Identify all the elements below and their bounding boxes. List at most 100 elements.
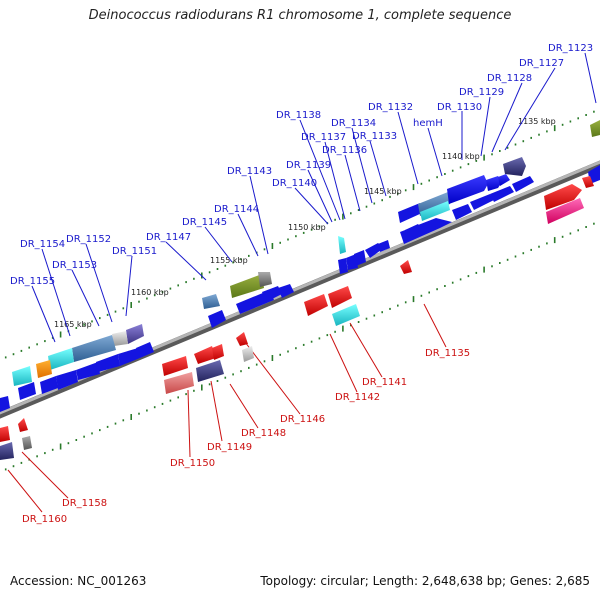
gene-DR_1160[interactable] bbox=[0, 442, 14, 460]
gene-label[interactable]: DR_1144 bbox=[214, 204, 259, 215]
gene-DR_1144[interactable] bbox=[258, 272, 272, 287]
gene-DR_1127[interactable] bbox=[503, 157, 526, 176]
gene-label[interactable]: DR_1136 bbox=[322, 145, 367, 156]
gene-DR_1123[interactable] bbox=[590, 120, 600, 137]
gene-DR_1146[interactable] bbox=[236, 332, 248, 346]
gene-label[interactable]: DR_1130 bbox=[437, 102, 482, 113]
gene-label[interactable]: DR_1123 bbox=[548, 43, 593, 54]
minor-tick bbox=[248, 254, 250, 257]
gene-label[interactable]: DR_1149 bbox=[207, 442, 252, 453]
minor-tick bbox=[36, 343, 38, 346]
gene-DR_1149[interactable] bbox=[196, 360, 224, 382]
gene-label[interactable]: DR_1152 bbox=[66, 234, 111, 245]
minor-tick bbox=[491, 153, 493, 156]
gene-DR_1153[interactable] bbox=[72, 335, 116, 362]
minor-tick bbox=[240, 370, 242, 373]
gene-DR_1141[interactable] bbox=[304, 294, 328, 316]
minor-tick bbox=[546, 242, 548, 245]
gene-label[interactable]: DR_1155 bbox=[10, 276, 55, 287]
gene-label[interactable]: DR_1127 bbox=[519, 58, 564, 69]
gene-label[interactable]: DR_1158 bbox=[62, 498, 107, 509]
gene-label[interactable]: DR_1137 bbox=[301, 132, 346, 143]
gene-DR_1152[interactable] bbox=[112, 331, 128, 346]
gene-DR_1148[interactable] bbox=[194, 346, 216, 364]
gene-DR_1132[interactable] bbox=[398, 203, 422, 223]
gene-DR_1129[interactable] bbox=[486, 176, 502, 191]
gene-DR_1128[interactable] bbox=[498, 174, 510, 186]
minor-tick bbox=[75, 327, 78, 329]
gene-red-1[interactable] bbox=[544, 184, 582, 210]
minor-tick bbox=[389, 195, 391, 198]
gene-label[interactable]: DR_1154 bbox=[20, 239, 65, 250]
minor-tick bbox=[538, 133, 540, 136]
gene-DR_1142[interactable] bbox=[328, 286, 352, 308]
minor-tick bbox=[255, 363, 258, 366]
minor-tick bbox=[146, 297, 148, 300]
minor-tick bbox=[114, 422, 117, 425]
minor-tick bbox=[538, 245, 540, 248]
gene-label[interactable]: DR_1160 bbox=[22, 514, 67, 525]
minor-tick bbox=[428, 179, 430, 182]
minor-tick bbox=[169, 399, 172, 402]
gene-label[interactable]: DR_1146 bbox=[280, 414, 325, 425]
gene-label[interactable]: DR_1128 bbox=[487, 73, 532, 84]
gene-label[interactable]: DR_1135 bbox=[425, 348, 470, 359]
gene-label[interactable]: DR_1153 bbox=[52, 260, 97, 271]
gene-DR_1135[interactable] bbox=[400, 260, 412, 274]
gene-DR_1137[interactable] bbox=[378, 240, 390, 252]
gene-label[interactable]: DR_1140 bbox=[272, 178, 317, 189]
gene-DR_1154[interactable] bbox=[48, 348, 74, 370]
minor-tick bbox=[357, 321, 360, 323]
minor-tick bbox=[577, 229, 579, 232]
gene-pink-1[interactable] bbox=[546, 198, 584, 224]
minor-tick bbox=[224, 376, 227, 379]
gene-label[interactable]: DR_1139 bbox=[286, 160, 331, 171]
minor-tick bbox=[161, 290, 164, 293]
gene-label[interactable]: DR_1151 bbox=[112, 246, 157, 257]
minor-tick bbox=[585, 226, 587, 228]
gene-DR_1143[interactable] bbox=[230, 274, 264, 298]
gene-label[interactable]: DR_1134 bbox=[331, 118, 376, 129]
minor-tick bbox=[467, 163, 470, 166]
minor-tick bbox=[232, 261, 234, 264]
gene-DR_1158[interactable] bbox=[22, 436, 32, 450]
gene-label[interactable]: DR_1133 bbox=[352, 131, 397, 142]
gene-label[interactable]: DR_1141 bbox=[362, 377, 407, 388]
minor-tick bbox=[522, 140, 525, 143]
gene-label[interactable]: DR_1142 bbox=[335, 392, 380, 403]
gene-label[interactable]: DR_1132 bbox=[368, 102, 413, 113]
minor-tick bbox=[561, 235, 564, 238]
gene-label[interactable]: DR_1129 bbox=[459, 87, 504, 98]
gene-orange[interactable] bbox=[36, 360, 52, 378]
gene-label[interactable]: DR_1148 bbox=[241, 428, 286, 439]
gene-DR_1139[interactable] bbox=[338, 236, 346, 254]
minor-tick bbox=[12, 465, 15, 468]
gene-DR_1145[interactable] bbox=[202, 294, 220, 309]
gene-DR_1134[interactable] bbox=[420, 201, 450, 221]
gene-label[interactable]: DR_1138 bbox=[276, 110, 321, 121]
gene-label[interactable]: DR_1145 bbox=[182, 217, 227, 228]
minor-tick bbox=[177, 284, 179, 287]
minor-tick bbox=[263, 248, 266, 251]
gene-red-2[interactable] bbox=[162, 356, 188, 376]
major-tick bbox=[130, 414, 132, 420]
minor-tick bbox=[310, 228, 313, 231]
gene-label[interactable]: hemH bbox=[413, 118, 443, 129]
minor-tick bbox=[75, 439, 78, 441]
gene-label[interactable]: DR_1147 bbox=[146, 232, 191, 243]
scale-label: 1165 kbp bbox=[54, 320, 92, 329]
gene-label[interactable]: DR_1150 bbox=[170, 458, 215, 469]
gene-DR_1151[interactable] bbox=[126, 324, 144, 344]
gene-hemH[interactable] bbox=[447, 175, 488, 204]
minor-tick bbox=[451, 169, 454, 172]
gene-cyan-r[interactable] bbox=[332, 304, 360, 326]
minor-tick bbox=[381, 311, 383, 314]
scale-label: 1145 kbp bbox=[364, 187, 402, 196]
minor-tick bbox=[36, 455, 38, 458]
gene-label[interactable]: DR_1143 bbox=[227, 166, 272, 177]
gene-DR_1150[interactable] bbox=[164, 372, 194, 394]
minor-tick bbox=[436, 288, 438, 291]
gene-DR_1155[interactable] bbox=[12, 366, 32, 386]
minor-tick bbox=[91, 432, 93, 435]
